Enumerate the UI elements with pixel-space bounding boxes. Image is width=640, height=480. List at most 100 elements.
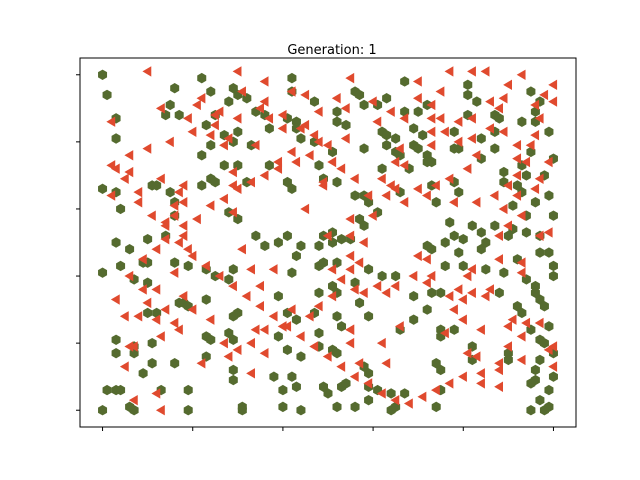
triangle-point-57 (345, 230, 355, 241)
triangle-point-93 (494, 364, 503, 376)
triangle-point-123 (548, 79, 558, 91)
triangle-point-229 (291, 156, 301, 168)
triangle-point-154 (232, 66, 242, 77)
hexagon-point-106 (282, 176, 292, 188)
triangle-point-37 (223, 133, 233, 144)
series-0-hexagon (98, 69, 558, 416)
hexagon-point-239 (481, 264, 491, 275)
triangle-point-99 (521, 317, 531, 329)
triangle-point-242 (119, 173, 129, 184)
triangle-point-191 (431, 180, 440, 191)
triangle-point-122 (539, 89, 549, 101)
triangle-point-90 (494, 381, 503, 392)
hexagon-point-166 (364, 368, 374, 379)
triangle-point-106 (516, 267, 526, 278)
hexagon-point-133 (332, 116, 342, 127)
triangle-point-8 (151, 314, 161, 325)
triangle-point-184 (453, 136, 463, 148)
triangle-point-85 (458, 294, 467, 305)
triangle-point-19 (169, 210, 179, 221)
triangle-point-251 (241, 290, 251, 302)
hexagon-point-238 (481, 237, 491, 248)
triangle-point-49 (273, 156, 283, 168)
triangle-point-160 (345, 72, 355, 84)
hexagon-point-256 (526, 86, 536, 97)
triangle-point-208 (219, 337, 228, 349)
hexagon-point-252 (494, 287, 504, 299)
triangle-point-237 (187, 126, 197, 137)
hexagon-point-100 (287, 72, 297, 84)
hexagon-point-271 (535, 354, 545, 366)
triangle-point-107 (516, 257, 526, 268)
triangle-point-180 (453, 116, 463, 127)
triangle-point-158 (313, 106, 323, 117)
triangle-point-38 (228, 166, 237, 178)
triangle-point-132 (412, 93, 422, 104)
triangle-point-146 (340, 103, 350, 114)
triangle-point-236 (210, 119, 219, 131)
hexagon-point-267 (530, 287, 540, 299)
triangle-point-100 (534, 317, 544, 329)
hexagon-point-0 (98, 69, 108, 80)
hexagon-point-132 (323, 388, 333, 399)
triangle-point-126 (498, 93, 508, 104)
triangle-point-25 (183, 244, 192, 255)
triangle-point-46 (246, 368, 255, 379)
triangle-point-13 (128, 394, 138, 406)
triangle-point-44 (250, 324, 260, 335)
triangle-point-89 (471, 351, 481, 362)
triangle-point-228 (273, 163, 283, 174)
hexagon-point-121 (314, 160, 324, 171)
hexagon-point-290 (548, 270, 558, 282)
hexagon-point-197 (400, 388, 410, 399)
triangle-point-87 (440, 327, 449, 339)
triangle-point-261 (376, 388, 386, 399)
hexagon-point-145 (337, 321, 347, 332)
hexagon-point-286 (544, 190, 554, 201)
triangle-point-224 (219, 193, 228, 205)
hexagon-point-49 (183, 384, 193, 396)
triangle-point-217 (124, 270, 134, 282)
triangle-point-215 (119, 311, 129, 322)
triangle-point-27 (178, 290, 188, 302)
triangle-point-120 (530, 99, 540, 111)
triangle-point-5 (106, 190, 116, 201)
triangle-point-168 (449, 197, 458, 208)
hexagon-point-115 (296, 351, 306, 362)
hexagon-point-3 (111, 133, 121, 144)
triangle-point-69 (390, 280, 400, 292)
hexagon-point-99 (278, 401, 288, 413)
triangle-point-152 (259, 96, 269, 107)
hexagon-point-95 (273, 290, 283, 302)
triangle-point-150 (264, 113, 274, 124)
triangle-point-257 (322, 351, 332, 362)
triangle-point-130 (435, 86, 445, 97)
hexagon-point-82 (228, 374, 238, 386)
triangle-point-0 (142, 66, 152, 77)
triangle-point-78 (453, 284, 463, 295)
hexagon-point-139 (337, 233, 347, 245)
triangle-point-260 (363, 378, 373, 389)
triangle-point-117 (525, 140, 535, 151)
series-1-triangle-left (106, 66, 558, 416)
hexagon-point-110 (291, 250, 301, 262)
hexagon-point-227 (458, 260, 468, 272)
hexagon-point-134 (332, 106, 342, 117)
hexagon-point-51 (206, 86, 216, 97)
triangle-point-147 (309, 129, 319, 141)
triangle-point-35 (205, 129, 215, 141)
triangle-point-17 (155, 173, 165, 184)
triangle-point-115 (512, 170, 522, 181)
hexagon-point-246 (499, 166, 509, 178)
triangle-point-173 (534, 173, 544, 184)
triangle-point-56 (345, 264, 355, 275)
triangle-point-91 (476, 368, 485, 379)
hexagon-point-96 (273, 331, 283, 342)
triangle-point-26 (169, 267, 179, 278)
triangle-point-133 (426, 113, 436, 124)
triangle-point-4 (133, 186, 143, 198)
hexagon-point-248 (490, 220, 500, 231)
triangle-point-188 (471, 150, 481, 161)
triangle-point-212 (160, 304, 170, 315)
